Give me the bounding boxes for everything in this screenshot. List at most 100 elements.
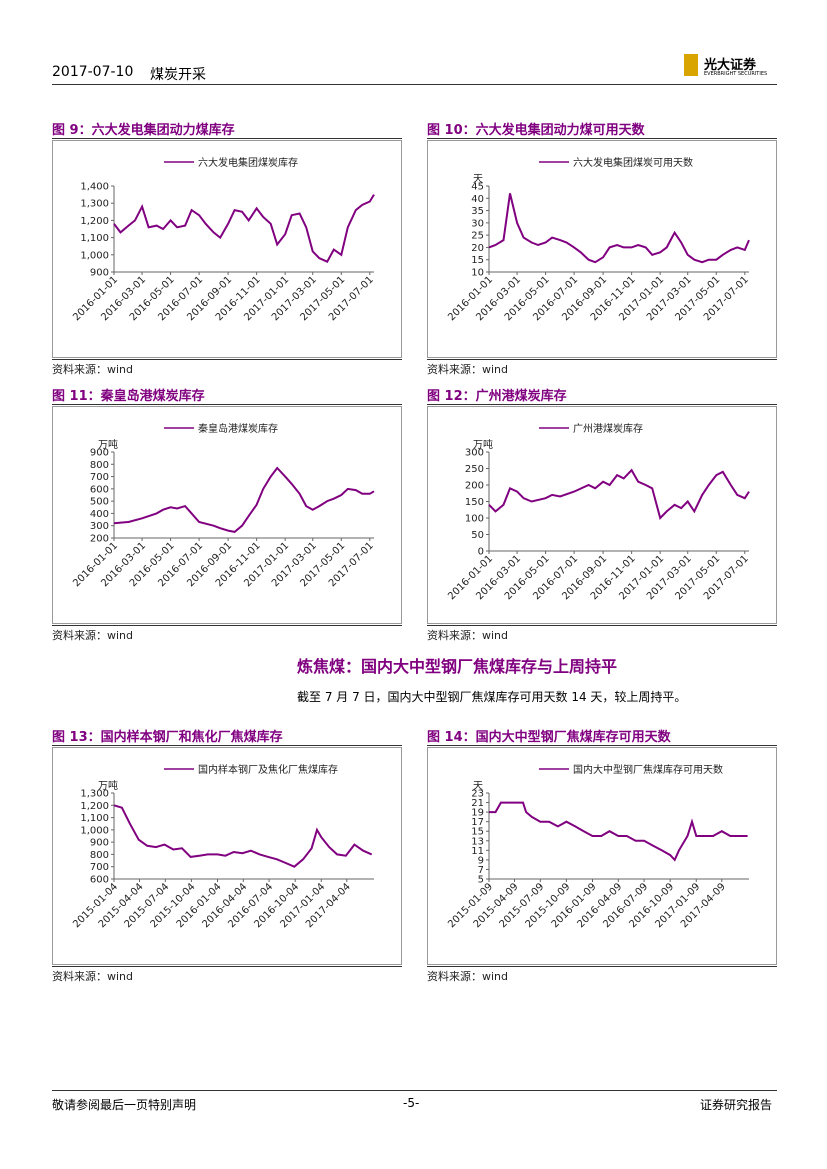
chart: 国内大中型钢厂焦煤库存可用天数天579111315171921232015-01… [427, 747, 777, 965]
source-note: 资料来源：wind [427, 970, 509, 983]
logo-mark [684, 54, 698, 76]
y-tick-label: 700 [90, 472, 109, 483]
y-tick-label: 7 [478, 865, 484, 876]
chart: 六大发电集团煤炭可用天数天10152025303540452016-01-012… [427, 140, 777, 358]
y-tick-label: 50 [471, 530, 484, 541]
y-unit: 天 [473, 174, 483, 185]
header-date: 2017-07-10 [52, 64, 134, 80]
series-line [488, 193, 750, 264]
y-tick-label: 300 [90, 521, 109, 532]
y-tick-label: 5 [478, 875, 484, 886]
y-tick-label: 1,400 [80, 182, 109, 193]
figure-caption: 图 12：广州港煤炭库存 [427, 389, 567, 404]
y-unit: 万吨 [98, 438, 118, 451]
figure-caption: 图 13：国内样本钢厂和焦化厂焦煤库存 [52, 730, 283, 745]
figure-caption: 图 9：六大发电集团动力煤库存 [52, 123, 235, 138]
y-tick-label: 250 [465, 464, 484, 475]
y-tick-label: 800 [90, 460, 109, 471]
legend-label: 国内样本钢厂及焦化厂焦煤库存 [198, 763, 338, 776]
y-tick-label: 1,200 [80, 216, 109, 227]
y-tick-label: 150 [465, 497, 484, 508]
source-note: 资料来源：wind [427, 629, 509, 642]
y-tick-label: 1,300 [80, 199, 109, 210]
y-tick-label: 9 [478, 855, 484, 866]
chart: 国内样本钢厂及焦化厂焦煤库存万吨6007008009001,0001,1001,… [52, 747, 402, 965]
chart-frame [427, 406, 777, 624]
source-note: 资料来源：wind [52, 970, 134, 983]
y-tick-label: 40 [471, 194, 484, 205]
series-line [113, 466, 375, 533]
footer-right: 证券研究报告 [700, 1098, 773, 1112]
y-tick-label: 500 [90, 497, 109, 508]
y-tick-label: 35 [471, 206, 484, 217]
caption-rule [427, 138, 777, 139]
y-unit: 万吨 [473, 438, 493, 451]
header-rule [52, 84, 777, 85]
y-tick-label: 1,200 [80, 801, 109, 812]
y-tick-label: 200 [90, 534, 109, 545]
y-tick-label: 200 [465, 481, 484, 492]
y-tick-label: 10 [471, 268, 484, 279]
series-line [488, 468, 750, 520]
caption-rule [427, 745, 777, 746]
legend-label: 广州港煤炭库存 [573, 422, 643, 435]
y-tick-label: 25 [471, 231, 484, 242]
footer-rule [52, 1090, 777, 1091]
chart-frame [52, 406, 402, 624]
logo-en: EVERBRIGHT SECURITIES [704, 71, 768, 77]
figure-caption: 图 11：秦皇岛港煤炭库存 [52, 389, 205, 404]
chart: 秦皇岛港煤炭库存万吨2003004005006007008009002016-0… [52, 406, 402, 624]
chart: 六大发电集团煤炭库存9001,0001,1001,2001,3001,40020… [52, 140, 402, 358]
logo: 光大证券 [704, 58, 757, 73]
chart: 广州港煤炭库存万吨0501001502002503002016-01-01201… [427, 406, 777, 624]
footer-left: 敬请参阅最后一页特别声明 [52, 1098, 197, 1112]
source-rule [52, 359, 402, 360]
source-rule [427, 966, 777, 967]
chart-frame [52, 747, 402, 965]
y-tick-label: 700 [90, 862, 109, 873]
y-tick-label: 13 [471, 836, 484, 847]
legend-label: 国内大中型钢厂焦煤库存可用天数 [573, 763, 723, 776]
y-tick-label: 400 [90, 509, 109, 520]
source-note: 资料来源：wind [52, 629, 134, 642]
section-text: 截至 7 月 7 日，国内大中型钢厂焦煤库存可用天数 14 天，较上周持平。 [297, 690, 687, 704]
y-tick-label: 15 [471, 827, 484, 838]
chart-frame [52, 140, 402, 358]
source-rule [427, 625, 777, 626]
y-tick-label: 19 [471, 808, 484, 819]
y-tick-label: 15 [471, 255, 484, 266]
y-tick-label: 45 [471, 182, 484, 193]
y-tick-label: 20 [471, 243, 484, 254]
chart-frame [427, 747, 777, 965]
source-rule [52, 625, 402, 626]
y-tick-label: 30 [471, 218, 484, 229]
figure-caption: 图 10：六大发电集团动力煤可用天数 [427, 123, 645, 138]
y-tick-label: 1,100 [80, 233, 109, 244]
y-tick-label: 300 [465, 448, 484, 459]
series-line [489, 801, 748, 862]
source-note: 资料来源：wind [52, 363, 134, 376]
y-tick-label: 1,000 [80, 825, 109, 836]
legend-label: 六大发电集团煤炭库存 [198, 156, 298, 169]
figure-caption: 图 14：国内大中型钢厂焦煤库存可用天数 [427, 730, 671, 745]
y-unit: 天 [473, 781, 483, 792]
chart-frame [427, 140, 777, 358]
y-tick-label: 17 [471, 817, 484, 828]
caption-rule [52, 404, 402, 405]
section-heading: 炼焦煤：国内大中型钢厂焦煤库存与上周持平 [297, 657, 618, 676]
legend-label: 六大发电集团煤炭可用天数 [573, 156, 693, 169]
footer-page: -5- [403, 1096, 420, 1110]
y-tick-label: 11 [471, 846, 484, 857]
caption-rule [52, 745, 402, 746]
y-tick-label: 900 [90, 448, 109, 459]
y-tick-label: 900 [90, 268, 109, 279]
legend-label: 秦皇岛港煤炭库存 [198, 422, 278, 435]
series-line [113, 194, 375, 263]
y-tick-label: 1,300 [80, 789, 109, 800]
y-tick-label: 0 [478, 547, 484, 558]
caption-rule [52, 138, 402, 139]
source-rule [427, 359, 777, 360]
y-tick-label: 800 [90, 850, 109, 861]
y-tick-label: 600 [90, 875, 109, 886]
